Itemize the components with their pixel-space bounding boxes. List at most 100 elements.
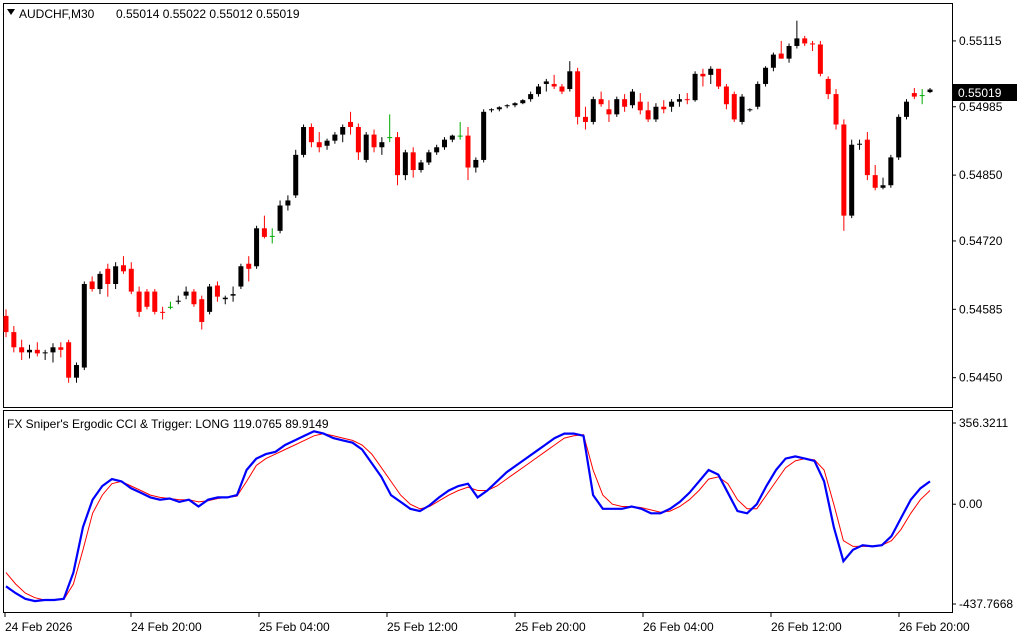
time-tick-label: 25 Feb 20:00 [515, 620, 586, 634]
price-tick-label: 0.54720 [959, 234, 1003, 248]
candle-body [535, 86, 541, 95]
candle-body [770, 54, 776, 68]
candle-body [731, 94, 737, 120]
candle-body [457, 135, 463, 137]
candle-body [904, 101, 910, 117]
candle [73, 362, 79, 383]
candle [222, 295, 228, 305]
candle [888, 154, 894, 188]
candle [120, 256, 126, 274]
candle [614, 96, 620, 117]
candle [708, 66, 714, 84]
candle [11, 326, 17, 353]
candle-body [496, 107, 502, 110]
candle-body [700, 73, 706, 77]
candle [637, 93, 643, 115]
candle [348, 111, 354, 135]
symbol-menu-triangle-icon[interactable] [7, 9, 15, 15]
candle-body [810, 43, 816, 45]
candle-body [332, 134, 338, 141]
candle-body [794, 38, 800, 46]
candle [919, 89, 925, 105]
candle-body [308, 127, 314, 143]
candle-body [817, 44, 823, 74]
candle [778, 40, 784, 59]
candle [770, 52, 776, 72]
candle [332, 132, 338, 144]
candle [880, 177, 886, 190]
candle-body [426, 152, 432, 163]
candle-body [207, 286, 213, 312]
candle [363, 132, 369, 163]
indicator-title: FX Sniper's Ergodic CCI & Trigger: LONG … [7, 417, 329, 431]
candle-body [363, 134, 369, 160]
candle-body [786, 45, 792, 59]
candle-body [622, 99, 628, 107]
candle [512, 102, 518, 108]
candle [379, 137, 385, 155]
candle [786, 43, 792, 63]
price-tick-label: 0.54585 [959, 302, 1003, 316]
candle-body [81, 283, 87, 368]
candle [410, 147, 416, 178]
candle [692, 71, 698, 102]
symbol-timeframe-label: AUDCHF,M30 [19, 7, 95, 21]
candle [277, 200, 283, 234]
candle-body [89, 281, 95, 290]
candle [645, 101, 651, 122]
candle [113, 262, 119, 290]
candle-body [34, 349, 40, 354]
candle [457, 121, 463, 140]
candle [160, 306, 166, 320]
candle-body [348, 121, 354, 128]
candle [58, 342, 64, 358]
time-tick-label: 24 Feb 2026 [5, 620, 73, 634]
candle [395, 132, 401, 186]
candle-body [614, 99, 620, 115]
candle-body [355, 127, 361, 153]
price-panel[interactable]: 0.55115 0.54985 0.54850 0.54720 0.54585 0.544… [3, 3, 1018, 408]
candle [669, 99, 675, 112]
price-tick-label: 0.54450 [959, 371, 1003, 385]
time-tick-label: 24 Feb 20:00 [131, 620, 202, 634]
candle-body [136, 291, 142, 312]
candle-body [128, 268, 134, 292]
candle-body [849, 144, 855, 216]
candle-body [778, 53, 784, 59]
candle [496, 106, 502, 112]
candle [535, 83, 541, 97]
indicator-panel-frame [3, 410, 953, 613]
candle [128, 262, 134, 295]
candle-body [825, 78, 831, 95]
candle-body [520, 100, 526, 104]
candle-body [3, 315, 9, 333]
candle-body [19, 347, 25, 353]
candle [629, 89, 635, 109]
candle [755, 81, 761, 110]
candle [238, 263, 244, 290]
candle-body [50, 347, 56, 353]
indicator-panel[interactable]: 356.3211 0.00 -437.7668 FX Sniper's Ergodi… [3, 410, 1014, 613]
candle-body [316, 142, 322, 148]
candle-body [465, 135, 471, 168]
candle-body [175, 300, 181, 302]
candle-body [285, 200, 291, 206]
time-axis: 24 Feb 2026 24 Feb 20:00 25 Feb 04:00 25 Fe… [4, 612, 970, 634]
candle-body [841, 124, 847, 216]
candle [207, 283, 213, 315]
candle [661, 100, 667, 114]
price-tick-label: 0.55115 [959, 34, 1002, 48]
candle-body [606, 109, 612, 115]
candle [849, 139, 855, 219]
candle-body [872, 175, 878, 188]
candle-body [880, 185, 886, 188]
candle [144, 289, 150, 310]
candle [175, 295, 181, 305]
candle-body [26, 349, 32, 353]
indicator-axis: 356.3211 0.00 -437.7668 [952, 416, 1013, 611]
candle-body [97, 273, 103, 290]
candle-body [747, 109, 753, 111]
candle [293, 149, 299, 198]
